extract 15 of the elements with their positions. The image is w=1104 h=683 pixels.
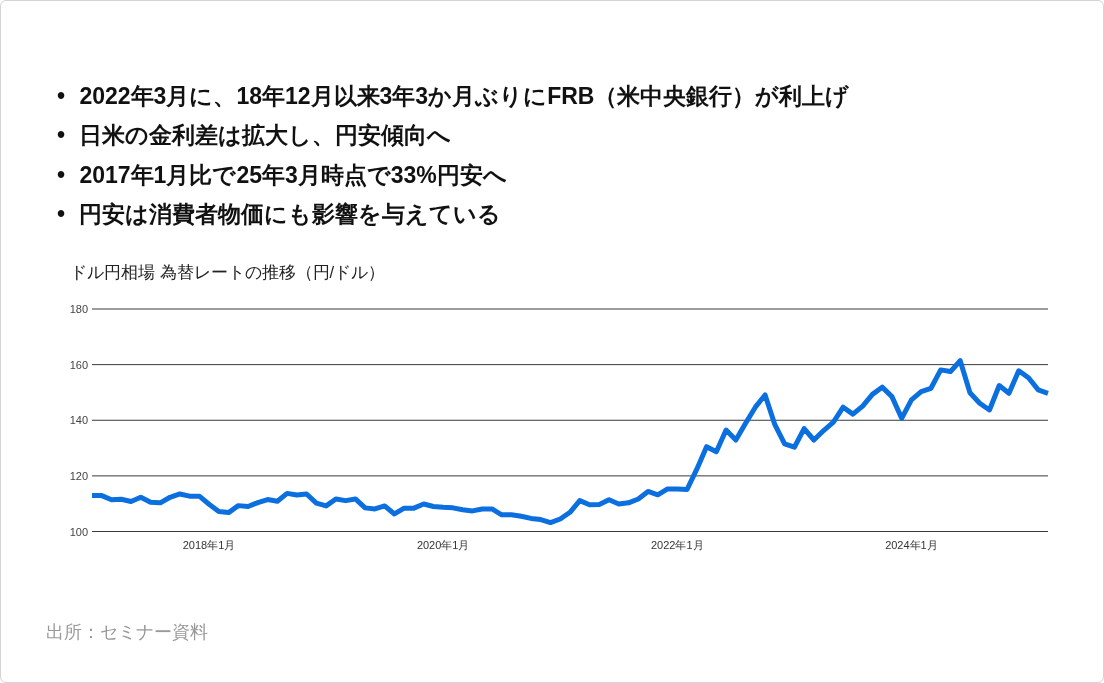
text: • 2017年1月比で25年3月時点で33%円安へ	[57, 160, 508, 190]
y-tick-label: 120	[69, 469, 88, 482]
x-tick-label: 2024年1月	[885, 539, 938, 551]
x-tick-label: 2020年1月	[416, 539, 470, 551]
y-tick-label: 140	[69, 414, 88, 427]
text: 出所：セミナー資料	[46, 621, 208, 644]
x-tick-label: 2018年1月	[182, 539, 236, 551]
text: • 円安は消費者物価にも影響を与えている	[57, 199, 503, 229]
text: • 2022年3月に、18年12月以来3年3か月ぶりにFRB（米中央銀行）が利上げ	[57, 82, 850, 111]
y-tick-label: 160	[69, 358, 88, 371]
x-tick-label: 2022年1月	[651, 539, 704, 551]
text: • 日米の金利差は拡大し、円安傾向へ	[57, 121, 453, 151]
chart-title: ドル円相場 為替レートの推移（円/ドル）	[70, 263, 386, 281]
y-tick-label: 100	[69, 525, 88, 538]
y-tick-label: 180	[69, 303, 88, 315]
